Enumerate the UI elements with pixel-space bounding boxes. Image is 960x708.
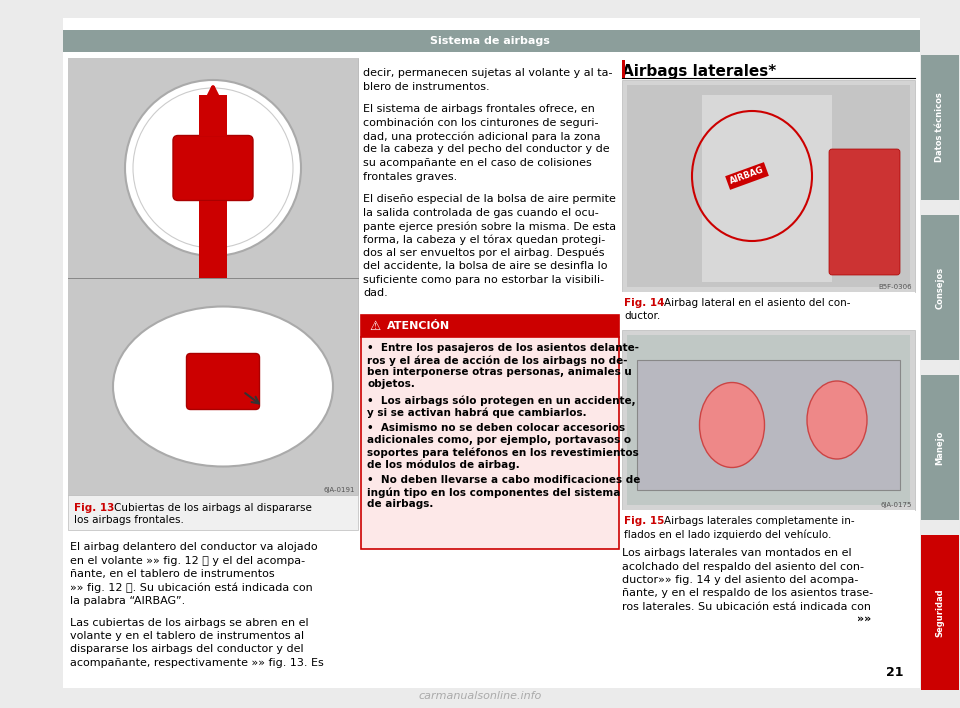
Text: combinación con los cinturones de seguri-: combinación con los cinturones de seguri… xyxy=(363,118,598,128)
Text: acolchado del respaldo del asiento del con-: acolchado del respaldo del asiento del c… xyxy=(622,561,864,571)
Bar xyxy=(921,215,959,360)
Text: •  Los airbags sólo protegen en un accidente,: • Los airbags sólo protegen en un accide… xyxy=(367,395,636,406)
Text: AIRBAG: AIRBAG xyxy=(729,166,765,186)
Text: ingún tipo en los componentes del sistema: ingún tipo en los componentes del sistem… xyxy=(367,487,620,498)
Circle shape xyxy=(125,80,301,256)
Bar xyxy=(627,335,910,505)
Text: •  No deben llevarse a cabo modificaciones de: • No deben llevarse a cabo modificacione… xyxy=(367,475,640,485)
Text: Airbags laterales*: Airbags laterales* xyxy=(622,64,777,79)
Text: de la cabeza y del pecho del conductor y de: de la cabeza y del pecho del conductor y… xyxy=(363,144,610,154)
Text: dispararse los airbags del conductor y del: dispararse los airbags del conductor y d… xyxy=(70,644,303,654)
FancyBboxPatch shape xyxy=(829,149,900,275)
Bar xyxy=(68,58,358,278)
Text: 21: 21 xyxy=(886,666,903,678)
Text: dos al ser envueltos por el airbag. Después: dos al ser envueltos por el airbag. Desp… xyxy=(363,248,605,258)
Bar xyxy=(199,200,227,278)
Bar xyxy=(637,360,900,490)
Text: ben interponerse otras personas, animales u: ben interponerse otras personas, animale… xyxy=(367,367,632,377)
Text: Fig. 14: Fig. 14 xyxy=(624,298,664,308)
Bar xyxy=(921,55,959,200)
Bar xyxy=(622,330,915,510)
Text: Cubiertas de los airbags al dispararse: Cubiertas de los airbags al dispararse xyxy=(114,503,312,513)
Ellipse shape xyxy=(113,307,333,467)
Text: ductor.: ductor. xyxy=(624,311,660,321)
Text: El diseño especial de la bolsa de aire permite: El diseño especial de la bolsa de aire p… xyxy=(363,194,616,204)
Text: la salida controlada de gas cuando el ocu-: la salida controlada de gas cuando el oc… xyxy=(363,207,599,217)
Bar xyxy=(622,292,915,322)
Text: Fig. 15: Fig. 15 xyxy=(624,516,664,526)
Bar xyxy=(63,30,920,52)
FancyBboxPatch shape xyxy=(173,135,253,200)
Bar xyxy=(622,510,915,540)
Text: suficiente como para no estorbar la visibili-: suficiente como para no estorbar la visi… xyxy=(363,275,604,285)
Text: dad, una protección adicional para la zona: dad, una protección adicional para la zo… xyxy=(363,131,601,142)
Bar xyxy=(63,18,920,688)
Text: objetos.: objetos. xyxy=(367,379,415,389)
Text: El airbag delantero del conductor va alojado: El airbag delantero del conductor va alo… xyxy=(70,542,318,552)
Text: los airbags frontales.: los airbags frontales. xyxy=(74,515,184,525)
Bar xyxy=(921,535,959,690)
Text: del accidente, la bolsa de aire se desinfla lo: del accidente, la bolsa de aire se desin… xyxy=(363,261,608,271)
Text: Sistema de airbags: Sistema de airbags xyxy=(430,36,550,46)
Text: Consejos: Consejos xyxy=(935,266,945,309)
Text: y si se activan habrá que cambiarlos.: y si se activan habrá que cambiarlos. xyxy=(367,407,587,418)
Text: en el volante »» fig. 12 Ⓐ y el del acompa-: en el volante »» fig. 12 Ⓐ y el del acom… xyxy=(70,556,305,566)
Text: ⚠: ⚠ xyxy=(369,319,380,333)
Bar xyxy=(921,375,959,520)
Text: dad.: dad. xyxy=(363,288,388,299)
Text: ATENCIÓN: ATENCIÓN xyxy=(387,321,450,331)
Text: Los airbags laterales van montados en el: Los airbags laterales van montados en el xyxy=(622,548,852,558)
Text: 6JA-0191: 6JA-0191 xyxy=(324,487,355,493)
Bar xyxy=(622,60,625,78)
Bar xyxy=(702,95,832,282)
Text: Manejo: Manejo xyxy=(935,430,945,464)
Bar xyxy=(68,278,358,495)
Bar xyxy=(622,80,915,292)
Text: Datos técnicos: Datos técnicos xyxy=(935,93,945,162)
Ellipse shape xyxy=(807,381,867,459)
Text: B5F-0306: B5F-0306 xyxy=(878,284,912,290)
Text: blero de instrumentos.: blero de instrumentos. xyxy=(363,81,490,91)
Bar xyxy=(199,95,227,135)
Bar xyxy=(627,85,910,287)
Text: El sistema de airbags frontales ofrece, en: El sistema de airbags frontales ofrece, … xyxy=(363,104,595,114)
Text: ros laterales. Su ubicación está indicada con: ros laterales. Su ubicación está indicad… xyxy=(622,602,871,612)
Text: pante ejerce presión sobre la misma. De esta: pante ejerce presión sobre la misma. De … xyxy=(363,221,616,232)
Text: decir, permanecen sujetas al volante y al ta-: decir, permanecen sujetas al volante y a… xyxy=(363,68,612,78)
Text: Seguridad: Seguridad xyxy=(935,588,945,636)
Text: flados en el lado izquierdo del vehículo.: flados en el lado izquierdo del vehículo… xyxy=(624,529,831,539)
Text: frontales graves.: frontales graves. xyxy=(363,171,457,181)
Text: de airbags.: de airbags. xyxy=(367,499,433,509)
Text: adicionales como, por ejemplo, portavasos o: adicionales como, por ejemplo, portavaso… xyxy=(367,435,631,445)
Text: Las cubiertas de los airbags se abren en el: Las cubiertas de los airbags se abren en… xyxy=(70,617,308,627)
Bar xyxy=(68,495,358,530)
Text: ñante, y en el respaldo de los asientos trase-: ñante, y en el respaldo de los asientos … xyxy=(622,588,874,598)
Ellipse shape xyxy=(700,382,764,467)
Bar xyxy=(361,337,619,549)
Text: •  Asimismo no se deben colocar accesorios: • Asimismo no se deben colocar accesorio… xyxy=(367,423,625,433)
Text: ros y el área de acción de los airbags no de-: ros y el área de acción de los airbags n… xyxy=(367,355,628,365)
Text: Fig. 13: Fig. 13 xyxy=(74,503,114,513)
Text: Airbags laterales completamente in-: Airbags laterales completamente in- xyxy=(664,516,854,526)
Text: acompañante, respectivamente »» fig. 13. Es: acompañante, respectivamente »» fig. 13.… xyxy=(70,658,324,668)
FancyBboxPatch shape xyxy=(186,353,259,409)
Text: volante y en el tablero de instrumentos al: volante y en el tablero de instrumentos … xyxy=(70,631,304,641)
Bar xyxy=(361,315,619,337)
Text: forma, la cabeza y el tórax quedan protegi-: forma, la cabeza y el tórax quedan prote… xyxy=(363,234,605,245)
Text: soportes para teléfonos en los revestimientos: soportes para teléfonos en los revestimi… xyxy=(367,447,638,457)
Text: ñante, en el tablero de instrumentos: ñante, en el tablero de instrumentos xyxy=(70,569,275,579)
Text: •  Entre los pasajeros de los asientos delante-: • Entre los pasajeros de los asientos de… xyxy=(367,343,639,353)
Text: ductor»» fig. 14 y del asiento del acompa-: ductor»» fig. 14 y del asiento del acomp… xyxy=(622,575,858,585)
Text: 6JA-0175: 6JA-0175 xyxy=(880,502,912,508)
Text: »»: »» xyxy=(857,614,872,624)
Text: Airbag lateral en el asiento del con-: Airbag lateral en el asiento del con- xyxy=(664,298,851,308)
Text: carmanualsonline.info: carmanualsonline.info xyxy=(419,691,541,701)
Text: su acompañante en el caso de colisiones: su acompañante en el caso de colisiones xyxy=(363,158,591,168)
Text: »» fig. 12 Ⓑ. Su ubicación está indicada con: »» fig. 12 Ⓑ. Su ubicación está indicada… xyxy=(70,583,313,593)
Text: la palabra “AIRBAG”.: la palabra “AIRBAG”. xyxy=(70,596,185,606)
Bar xyxy=(68,58,358,495)
Text: de los módulos de airbag.: de los módulos de airbag. xyxy=(367,459,519,469)
